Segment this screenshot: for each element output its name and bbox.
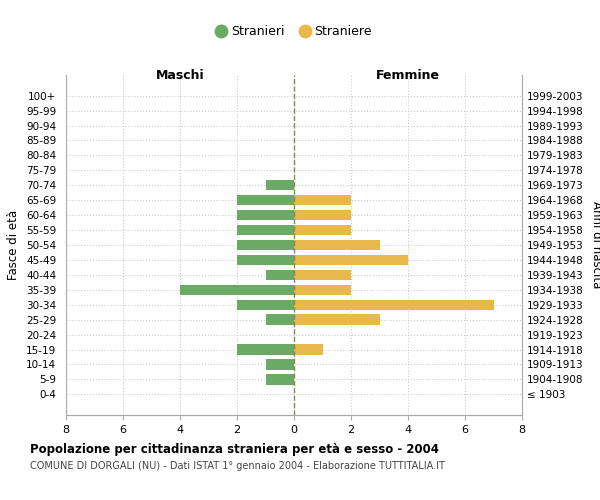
Bar	[294, 210, 351, 220]
Bar	[237, 300, 294, 310]
Bar	[237, 254, 294, 265]
Bar	[294, 254, 408, 265]
Y-axis label: Anni di nascita: Anni di nascita	[590, 202, 600, 288]
Bar	[294, 270, 351, 280]
Y-axis label: Fasce di età: Fasce di età	[7, 210, 20, 280]
Text: COMUNE DI DORGALI (NU) - Dati ISTAT 1° gennaio 2004 - Elaborazione TUTTITALIA.IT: COMUNE DI DORGALI (NU) - Dati ISTAT 1° g…	[30, 461, 445, 471]
Bar	[265, 359, 294, 370]
Text: Maschi: Maschi	[155, 69, 205, 82]
Bar	[265, 374, 294, 384]
Bar	[237, 344, 294, 354]
Bar	[237, 225, 294, 235]
Bar	[294, 240, 380, 250]
Bar	[294, 300, 493, 310]
Text: Popolazione per cittadinanza straniera per età e sesso - 2004: Popolazione per cittadinanza straniera p…	[30, 442, 439, 456]
Bar	[294, 344, 323, 354]
Bar	[294, 195, 351, 205]
Bar	[294, 225, 351, 235]
Bar	[294, 284, 351, 295]
Bar	[294, 314, 380, 325]
Bar	[237, 195, 294, 205]
Bar	[237, 210, 294, 220]
Bar	[237, 240, 294, 250]
Text: Femmine: Femmine	[376, 69, 440, 82]
Bar	[180, 284, 294, 295]
Legend: Stranieri, Straniere: Stranieri, Straniere	[211, 20, 377, 43]
Bar	[265, 314, 294, 325]
Bar	[265, 270, 294, 280]
Bar	[265, 180, 294, 190]
